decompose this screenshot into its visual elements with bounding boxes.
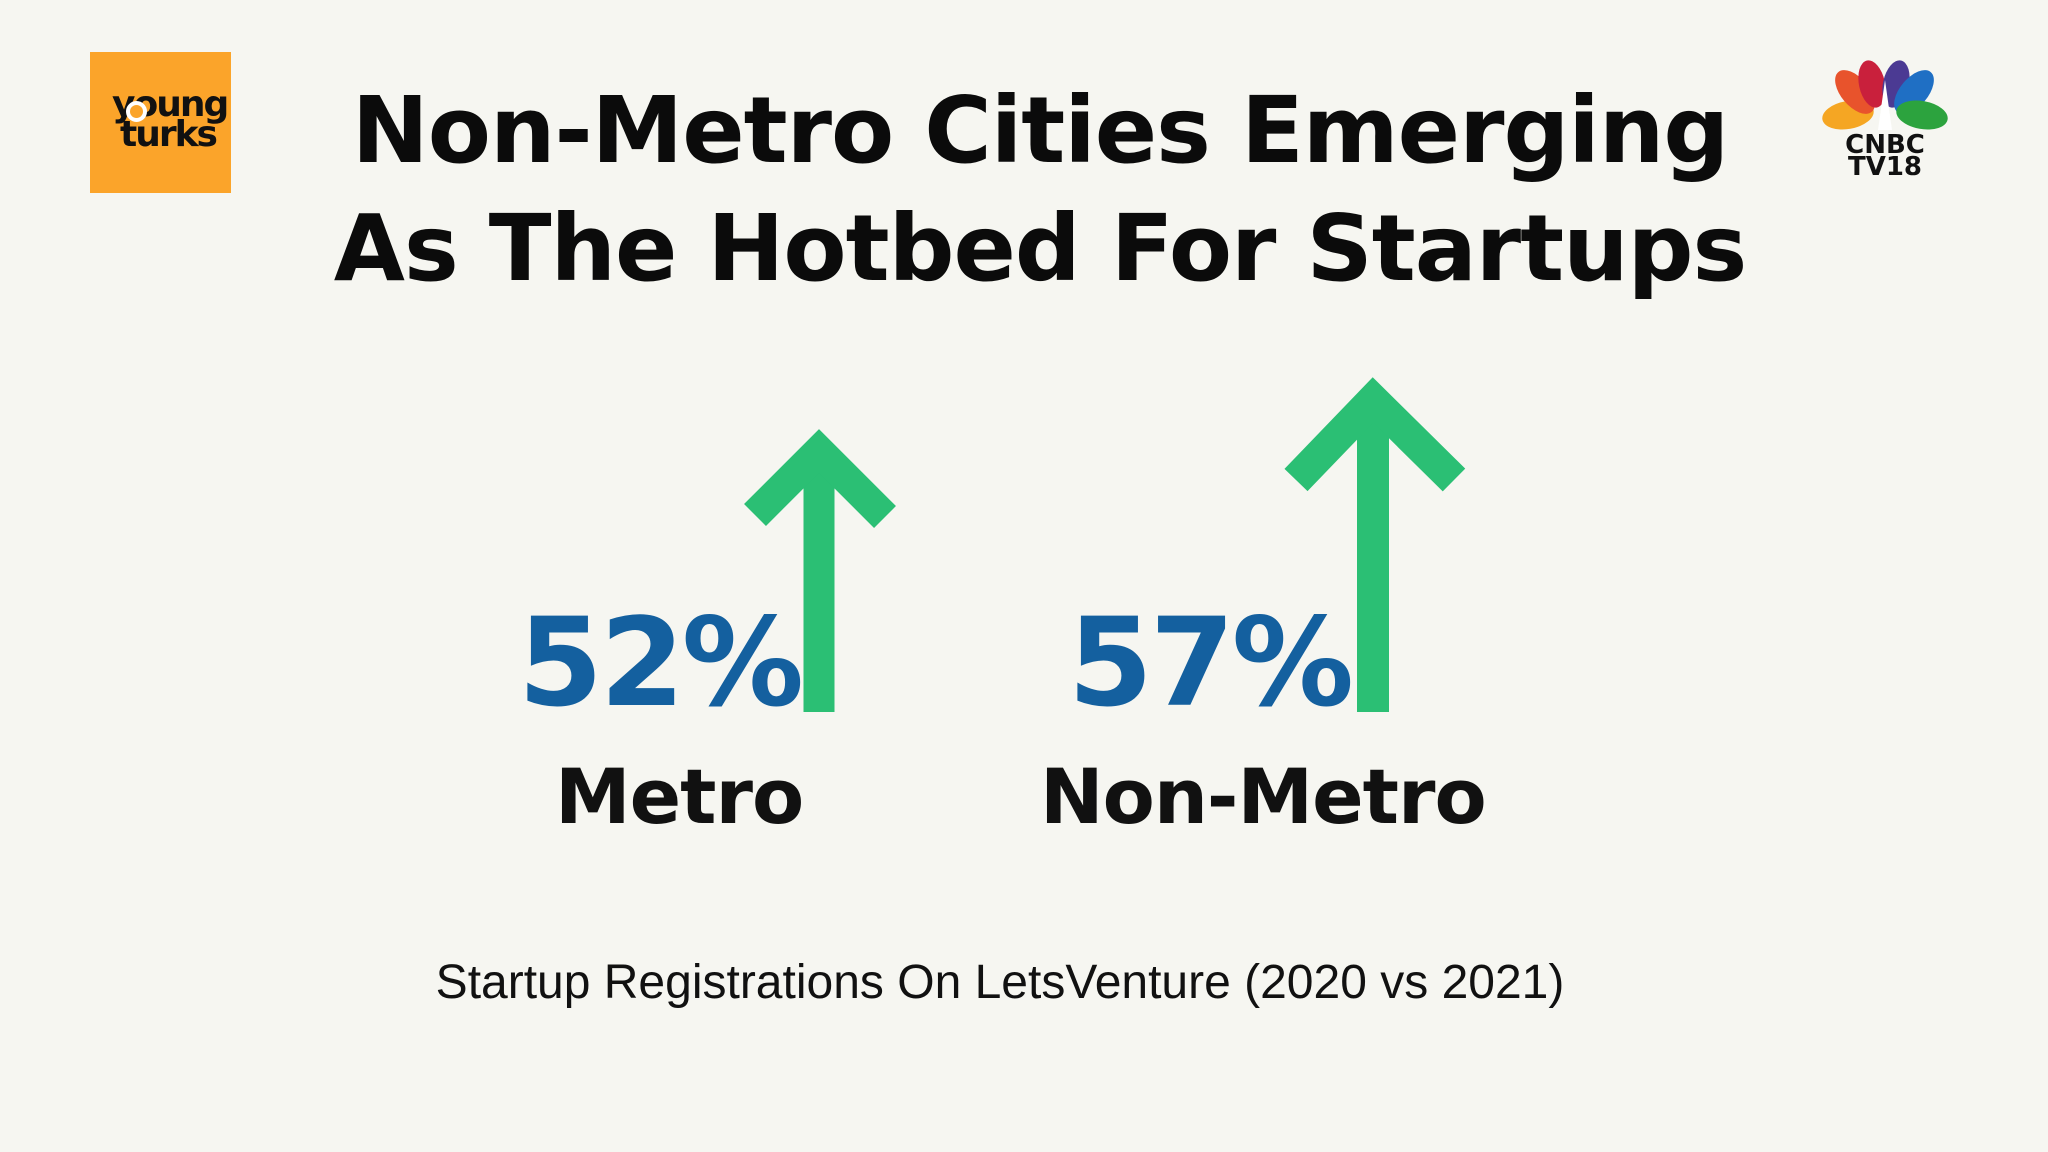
tv18-text: TV18 [1847, 152, 1923, 182]
title-line2: As The Hotbed For Startups [333, 195, 1748, 302]
non-metro-label: Non-Metro [1040, 752, 1487, 841]
caption: Startup Registrations On LetsVenture (20… [435, 956, 1565, 1009]
title-line1: Non-Metro Cities Emerging [351, 77, 1729, 184]
logo-text-line2: turks [120, 114, 218, 155]
peacock-icon [1822, 60, 1948, 130]
non-metro-percent: 57% [1068, 592, 1354, 734]
metro-label: Metro [555, 752, 804, 841]
young-turks-logo: young turks [90, 52, 231, 193]
arrow-up-icon-non-metro [1284, 377, 1466, 712]
cnbc-text: CNBC [1845, 130, 1925, 160]
metro-percent: 52% [518, 592, 804, 734]
arrow-up-icon-metro [744, 429, 896, 712]
cnbc-tv18-logo: CNBC TV18 [1820, 60, 1950, 182]
page-title: Non-Metro Cities Emerging As The Hotbed … [0, 72, 2048, 308]
logo-ring-icon [126, 101, 147, 122]
